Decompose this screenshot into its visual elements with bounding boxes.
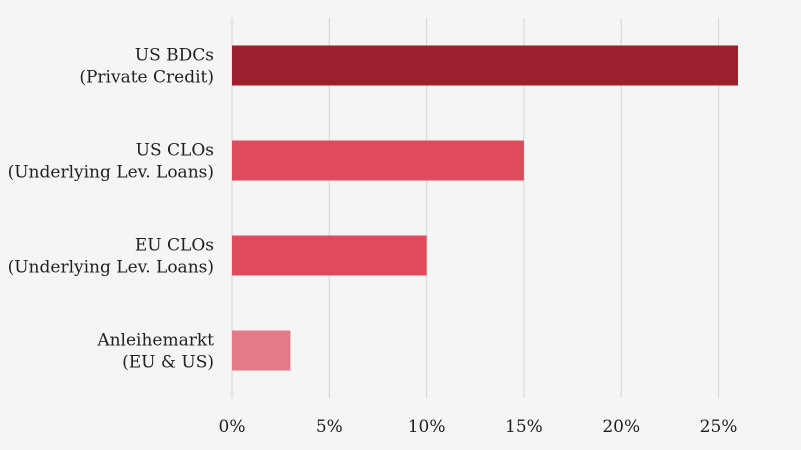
category-labels: US BDCs(Private Credit)US CLOs(Underlyin… [8,46,215,373]
bar-2 [232,235,427,276]
bar-3 [232,330,291,371]
x-tick-label-0: 0% [219,417,246,437]
bars [232,45,738,371]
category-label-2-line-1: (Underlying Lev. Loans) [8,258,214,278]
x-tick-label-3: 15% [505,417,543,437]
x-tick-label-5: 25% [700,417,738,437]
x-tick-label-4: 20% [602,417,640,437]
bar-0 [232,45,738,86]
category-label-3-line-0: Anleihemarkt [96,331,214,351]
x-tick-label-2: 10% [408,417,446,437]
bar-1 [232,140,524,181]
category-label-0-line-0: US BDCs [135,46,214,66]
category-label-1-line-0: US CLOs [136,141,214,161]
category-label-1-line-1: (Underlying Lev. Loans) [8,163,214,183]
category-label-0-line-1: (Private Credit) [79,68,214,88]
x-tick-labels: 0% 5% 10% 15% 20% 25% [219,417,738,437]
x-tick-label-1: 5% [316,417,343,437]
category-label-2-line-0: EU CLOs [135,236,214,256]
category-label-3-line-1: (EU & US) [122,353,214,373]
